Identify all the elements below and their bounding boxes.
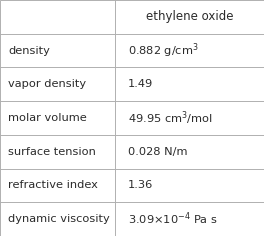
Text: 3.09×10$^{-4}$ Pa s: 3.09×10$^{-4}$ Pa s bbox=[128, 211, 218, 228]
Text: 0.028 N/m: 0.028 N/m bbox=[128, 147, 187, 157]
Text: ethylene oxide: ethylene oxide bbox=[146, 10, 233, 23]
Text: molar volume: molar volume bbox=[8, 113, 87, 123]
Text: vapor density: vapor density bbox=[8, 79, 86, 89]
Text: dynamic viscosity: dynamic viscosity bbox=[8, 214, 110, 224]
Text: 1.36: 1.36 bbox=[128, 181, 153, 190]
Text: density: density bbox=[8, 46, 50, 55]
Text: 49.95 cm$^{3}$/mol: 49.95 cm$^{3}$/mol bbox=[128, 109, 213, 127]
Text: refractive index: refractive index bbox=[8, 181, 98, 190]
Text: 1.49: 1.49 bbox=[128, 79, 153, 89]
Text: 0.882 g/cm$^{3}$: 0.882 g/cm$^{3}$ bbox=[128, 41, 199, 60]
Text: surface tension: surface tension bbox=[8, 147, 96, 157]
